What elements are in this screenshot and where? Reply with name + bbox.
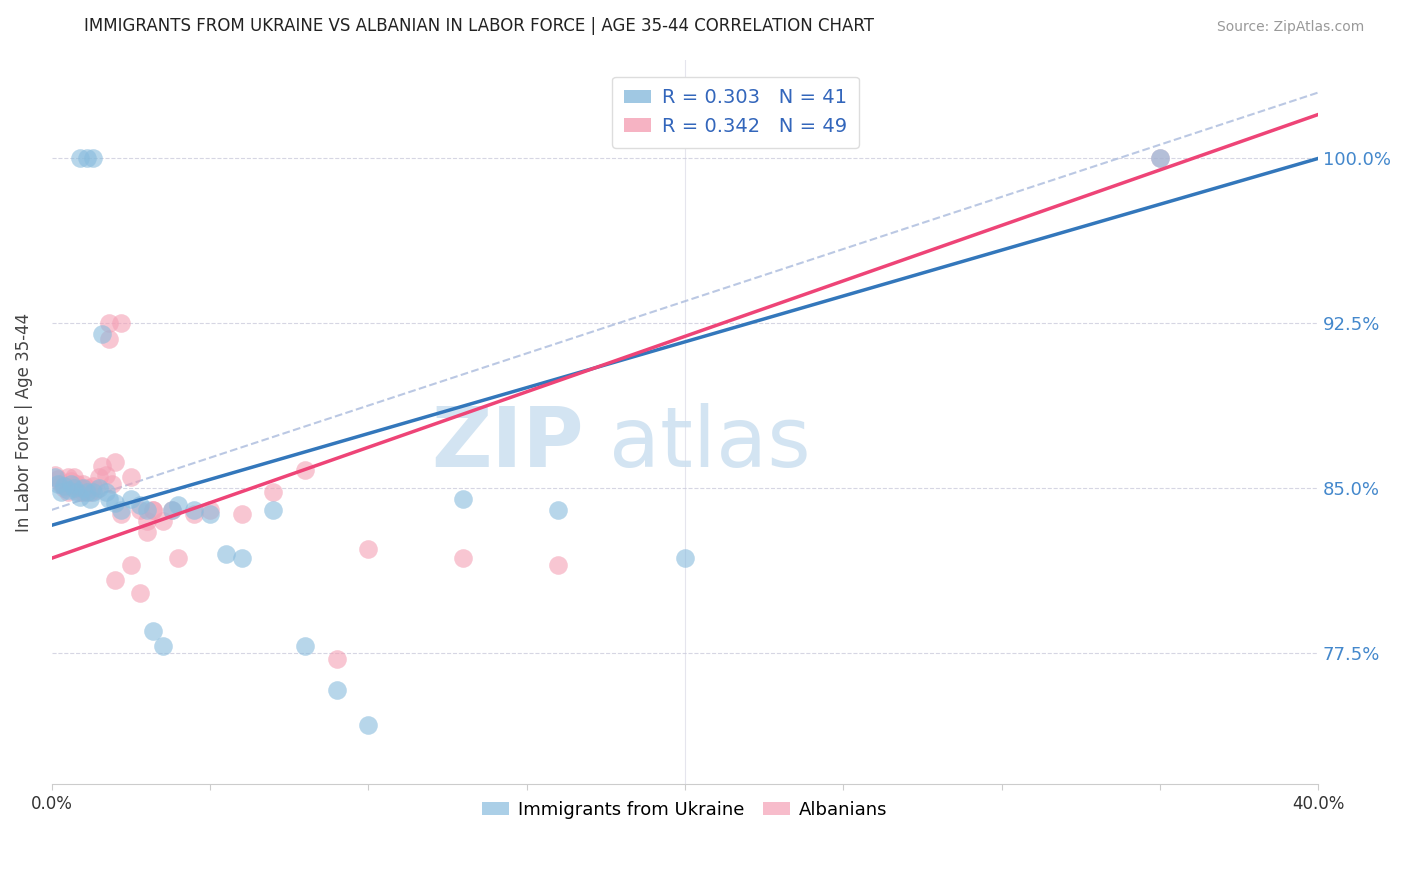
Point	[84, 483, 107, 497]
Point	[231, 551, 253, 566]
Point	[142, 624, 165, 638]
Point	[142, 503, 165, 517]
Point	[82, 485, 104, 500]
Point	[89, 481, 111, 495]
Point	[160, 503, 183, 517]
Point	[66, 476, 89, 491]
Point	[91, 327, 114, 342]
Y-axis label: In Labor Force | Age 35-44: In Labor Force | Age 35-44	[15, 312, 32, 532]
Point	[56, 483, 79, 497]
Point	[453, 491, 475, 506]
Point	[135, 503, 157, 517]
Text: Source: ZipAtlas.com: Source: ZipAtlas.com	[1216, 21, 1364, 34]
Point	[72, 485, 94, 500]
Point	[53, 481, 76, 495]
Point	[453, 551, 475, 566]
Point	[82, 152, 104, 166]
Point	[91, 458, 114, 473]
Legend: Immigrants from Ukraine, Albanians: Immigrants from Ukraine, Albanians	[475, 794, 894, 826]
Point	[167, 499, 190, 513]
Point	[547, 503, 569, 517]
Point	[262, 485, 284, 500]
Point	[63, 481, 86, 495]
Point	[56, 485, 79, 500]
Point	[59, 476, 82, 491]
Point	[135, 514, 157, 528]
Point	[79, 491, 101, 506]
Point	[97, 316, 120, 330]
Text: IMMIGRANTS FROM UKRAINE VS ALBANIAN IN LABOR FORCE | AGE 35-44 CORRELATION CHART: IMMIGRANTS FROM UKRAINE VS ALBANIAN IN L…	[84, 17, 875, 35]
Point	[1149, 152, 1171, 166]
Point	[46, 472, 69, 486]
Point	[46, 476, 69, 491]
Point	[160, 503, 183, 517]
Point	[69, 490, 91, 504]
Point	[69, 485, 91, 500]
Point	[547, 558, 569, 572]
Point	[357, 718, 380, 732]
Point	[59, 475, 82, 489]
Point	[198, 508, 221, 522]
Point	[167, 551, 190, 566]
Point	[357, 542, 380, 557]
Point	[142, 503, 165, 517]
Point	[110, 316, 132, 330]
Point	[44, 470, 66, 484]
Point	[63, 470, 86, 484]
Point	[53, 479, 76, 493]
Text: ZIP: ZIP	[432, 403, 583, 484]
Point	[198, 503, 221, 517]
Point	[69, 152, 91, 166]
Point	[120, 558, 142, 572]
Point	[89, 470, 111, 484]
Point	[110, 503, 132, 517]
Point	[44, 467, 66, 482]
Point	[325, 652, 347, 666]
Point	[183, 508, 205, 522]
Point	[294, 463, 316, 477]
Point	[120, 491, 142, 506]
Point	[97, 332, 120, 346]
Point	[63, 479, 86, 493]
Point	[72, 481, 94, 495]
Point	[72, 476, 94, 491]
Point	[135, 524, 157, 539]
Point	[152, 514, 174, 528]
Point	[129, 499, 152, 513]
Point	[76, 485, 98, 500]
Point	[51, 485, 73, 500]
Point	[673, 551, 696, 566]
Point	[76, 152, 98, 166]
Point	[325, 683, 347, 698]
Point	[82, 479, 104, 493]
Point	[94, 485, 117, 500]
Point	[183, 503, 205, 517]
Point	[152, 639, 174, 653]
Point	[231, 508, 253, 522]
Point	[129, 586, 152, 600]
Point	[56, 470, 79, 484]
Point	[110, 508, 132, 522]
Point	[294, 639, 316, 653]
Point	[104, 454, 127, 468]
Point	[120, 470, 142, 484]
Point	[51, 476, 73, 491]
Point	[1149, 152, 1171, 166]
Point	[94, 467, 117, 482]
Point	[104, 573, 127, 587]
Text: atlas: atlas	[609, 403, 811, 484]
Point	[215, 547, 238, 561]
Point	[66, 485, 89, 500]
Point	[69, 481, 91, 495]
Point	[129, 503, 152, 517]
Point	[76, 481, 98, 495]
Point	[262, 503, 284, 517]
Point	[97, 491, 120, 506]
Point	[104, 496, 127, 510]
Point	[101, 476, 124, 491]
Point	[79, 485, 101, 500]
